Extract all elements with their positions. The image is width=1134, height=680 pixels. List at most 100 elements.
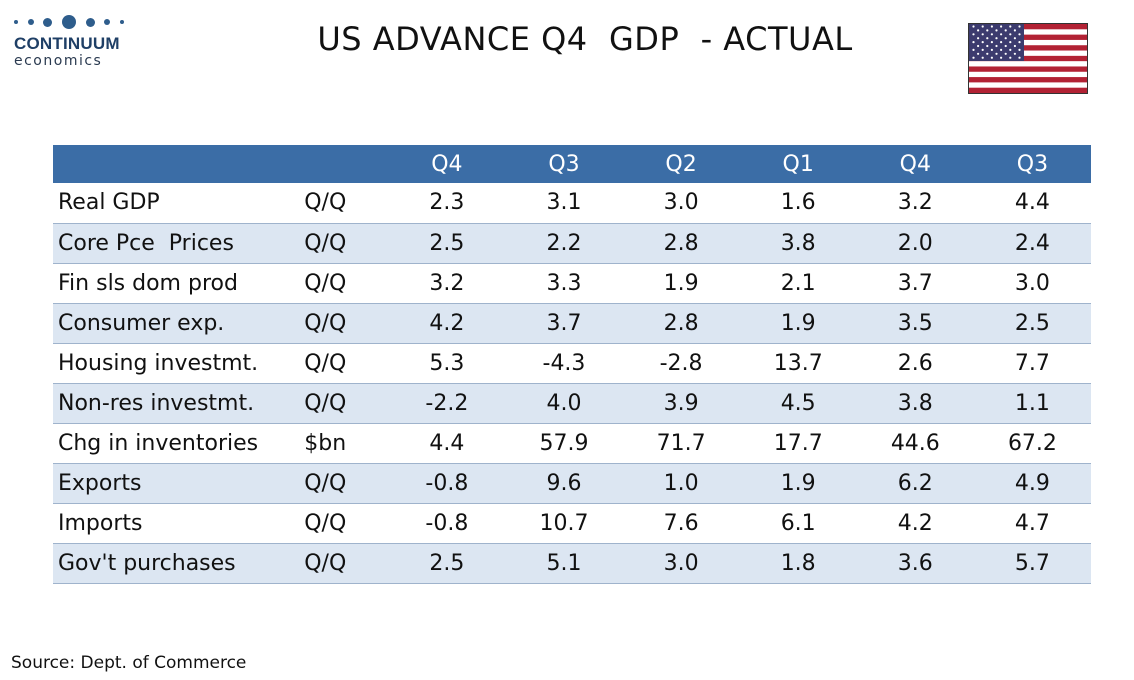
table-row: Housing investmt. Q/Q 5.3 -4.3 -2.8 13.7 2.6 7.… (53, 343, 1091, 383)
row-unit: Q/Q (304, 550, 347, 576)
table-cell: 1.6 (780, 190, 816, 216)
table-cell: 6.1 (780, 510, 816, 536)
page-title: US ADVANCE Q4 GDP - ACTUAL (317, 20, 853, 58)
table-cell: 3.8 (780, 230, 816, 256)
table-cell: -2.8 (659, 350, 703, 376)
brand-name: CONTINUUM (14, 34, 120, 53)
table-cell: -2.2 (425, 390, 469, 416)
row-label: Housing investmt. (58, 350, 259, 376)
table-cell: 3.2 (897, 190, 933, 216)
table-cell: 71.7 (656, 430, 706, 456)
gdp-table: Q4 Q3 Q2 Q1 Q4 Q3 Real GDP Q/Q 2.3 3.1 3.0 1.… (53, 145, 1091, 584)
table-cell: 1.9 (663, 270, 699, 296)
table-cell: 1.1 (1014, 390, 1050, 416)
table-cell: 3.5 (897, 310, 933, 336)
column-header: Q4 (899, 151, 931, 177)
table-cell: 7.7 (1014, 350, 1050, 376)
table-cell: 3.7 (897, 270, 933, 296)
row-label: Consumer exp. (58, 310, 225, 336)
table-cell: 2.4 (1014, 230, 1050, 256)
row-unit: Q/Q (304, 190, 347, 216)
row-label: Real GDP (58, 190, 160, 216)
table-cell: 1.9 (780, 310, 816, 336)
table-cell: 3.9 (663, 390, 699, 416)
row-unit: Q/Q (304, 230, 347, 256)
row-unit: Q/Q (304, 470, 347, 496)
table-cell: 3.0 (1014, 270, 1050, 296)
table-cell: 3.6 (897, 550, 933, 576)
table-cell: 3.7 (546, 310, 582, 336)
table-cell: 2.5 (429, 550, 465, 576)
table-cell: 2.8 (663, 310, 699, 336)
table-cell: 3.0 (663, 190, 699, 216)
table-row: Real GDP Q/Q 2.3 3.1 3.0 1.6 3.2 4.4 (53, 183, 1091, 223)
table-cell: 57.9 (539, 430, 589, 456)
row-label: Chg in inventories (58, 430, 259, 456)
table-cell: 3.3 (546, 270, 582, 296)
table-cell: 10.7 (539, 510, 589, 536)
table-cell: 2.6 (897, 350, 933, 376)
table-cell: 3.8 (897, 390, 933, 416)
table-cell: 2.0 (897, 230, 933, 256)
table-cell: -0.8 (425, 470, 469, 496)
row-unit: $bn (304, 430, 347, 456)
column-header: Q3 (548, 151, 580, 177)
table-cell: 3.1 (546, 190, 582, 216)
table-row: Fin sls dom prod Q/Q 3.2 3.3 1.9 2.1 3.7 3.0 (53, 263, 1091, 303)
table-cell: 2.5 (1014, 310, 1050, 336)
table-cell: 5.1 (546, 550, 582, 576)
table-cell: 17.7 (773, 430, 823, 456)
table-cell: 44.6 (890, 430, 940, 456)
logo-dots-icon (14, 14, 124, 30)
table-cell: 2.8 (663, 230, 699, 256)
table-cell: 4.4 (1014, 190, 1050, 216)
table-cell: 4.5 (780, 390, 816, 416)
table-cell: 5.3 (429, 350, 465, 376)
table-row: Consumer exp. Q/Q 4.2 3.7 2.8 1.9 3.5 2.5 (53, 303, 1091, 343)
table-cell: -4.3 (542, 350, 586, 376)
source-note: Source: Dept. of Commerce (11, 653, 247, 673)
brand-logo: CONTINUUM economics (14, 14, 134, 69)
table-cell: 67.2 (1007, 430, 1057, 456)
table-cell: 4.2 (429, 310, 465, 336)
table-cell: 1.8 (780, 550, 816, 576)
row-label: Fin sls dom prod (58, 270, 238, 296)
table-cell: 2.5 (429, 230, 465, 256)
table-cell: 4.0 (546, 390, 582, 416)
table-cell: 3.0 (663, 550, 699, 576)
table-cell: 6.2 (897, 470, 933, 496)
table-row: Exports Q/Q -0.8 9.6 1.0 1.9 6.2 4.9 (53, 463, 1091, 503)
column-header: Q2 (665, 151, 697, 177)
column-header: Q4 (431, 151, 463, 177)
table-cell: 13.7 (773, 350, 823, 376)
row-unit: Q/Q (304, 350, 347, 376)
table-cell: 2.2 (546, 230, 582, 256)
table-cell: 4.7 (1014, 510, 1050, 536)
row-label: Imports (58, 510, 143, 536)
row-unit: Q/Q (304, 510, 347, 536)
table-cell: 4.9 (1014, 470, 1050, 496)
brand-subtitle: economics (14, 53, 103, 69)
table-row: Gov't purchases Q/Q 2.5 5.1 3.0 1.8 3.6 5.7 (53, 543, 1091, 583)
row-label: Non-res investmt. (58, 390, 255, 416)
row-label: Gov't purchases (58, 550, 236, 576)
table-cell: 4.4 (429, 430, 465, 456)
table-row: Non-res investmt. Q/Q -2.2 4.0 3.9 4.5 3.8 1.1 (53, 383, 1091, 423)
table-row: Chg in inventories $bn 4.4 57.9 71.7 17.7 44.6… (53, 423, 1091, 463)
row-label: Exports (58, 470, 142, 496)
us-flag-icon (968, 23, 1088, 94)
table-row: Imports Q/Q -0.8 10.7 7.6 6.1 4.2 4.7 (53, 503, 1091, 543)
column-header (298, 145, 388, 183)
table-row: Core Pce Prices Q/Q 2.5 2.2 2.8 3.8 2.0 2.4 (53, 223, 1091, 263)
row-unit: Q/Q (304, 270, 347, 296)
column-header: Q3 (1016, 151, 1049, 177)
row-unit: Q/Q (304, 310, 347, 336)
table-cell: 4.2 (897, 510, 933, 536)
column-header (53, 145, 298, 183)
table-header-row: Q4 Q3 Q2 Q1 Q4 Q3 (53, 145, 1091, 183)
table-cell: 5.7 (1014, 550, 1050, 576)
row-label: Core Pce Prices (58, 230, 234, 256)
table-cell: 7.6 (663, 510, 699, 536)
table-cell: 3.2 (429, 270, 465, 296)
row-unit: Q/Q (304, 390, 347, 416)
